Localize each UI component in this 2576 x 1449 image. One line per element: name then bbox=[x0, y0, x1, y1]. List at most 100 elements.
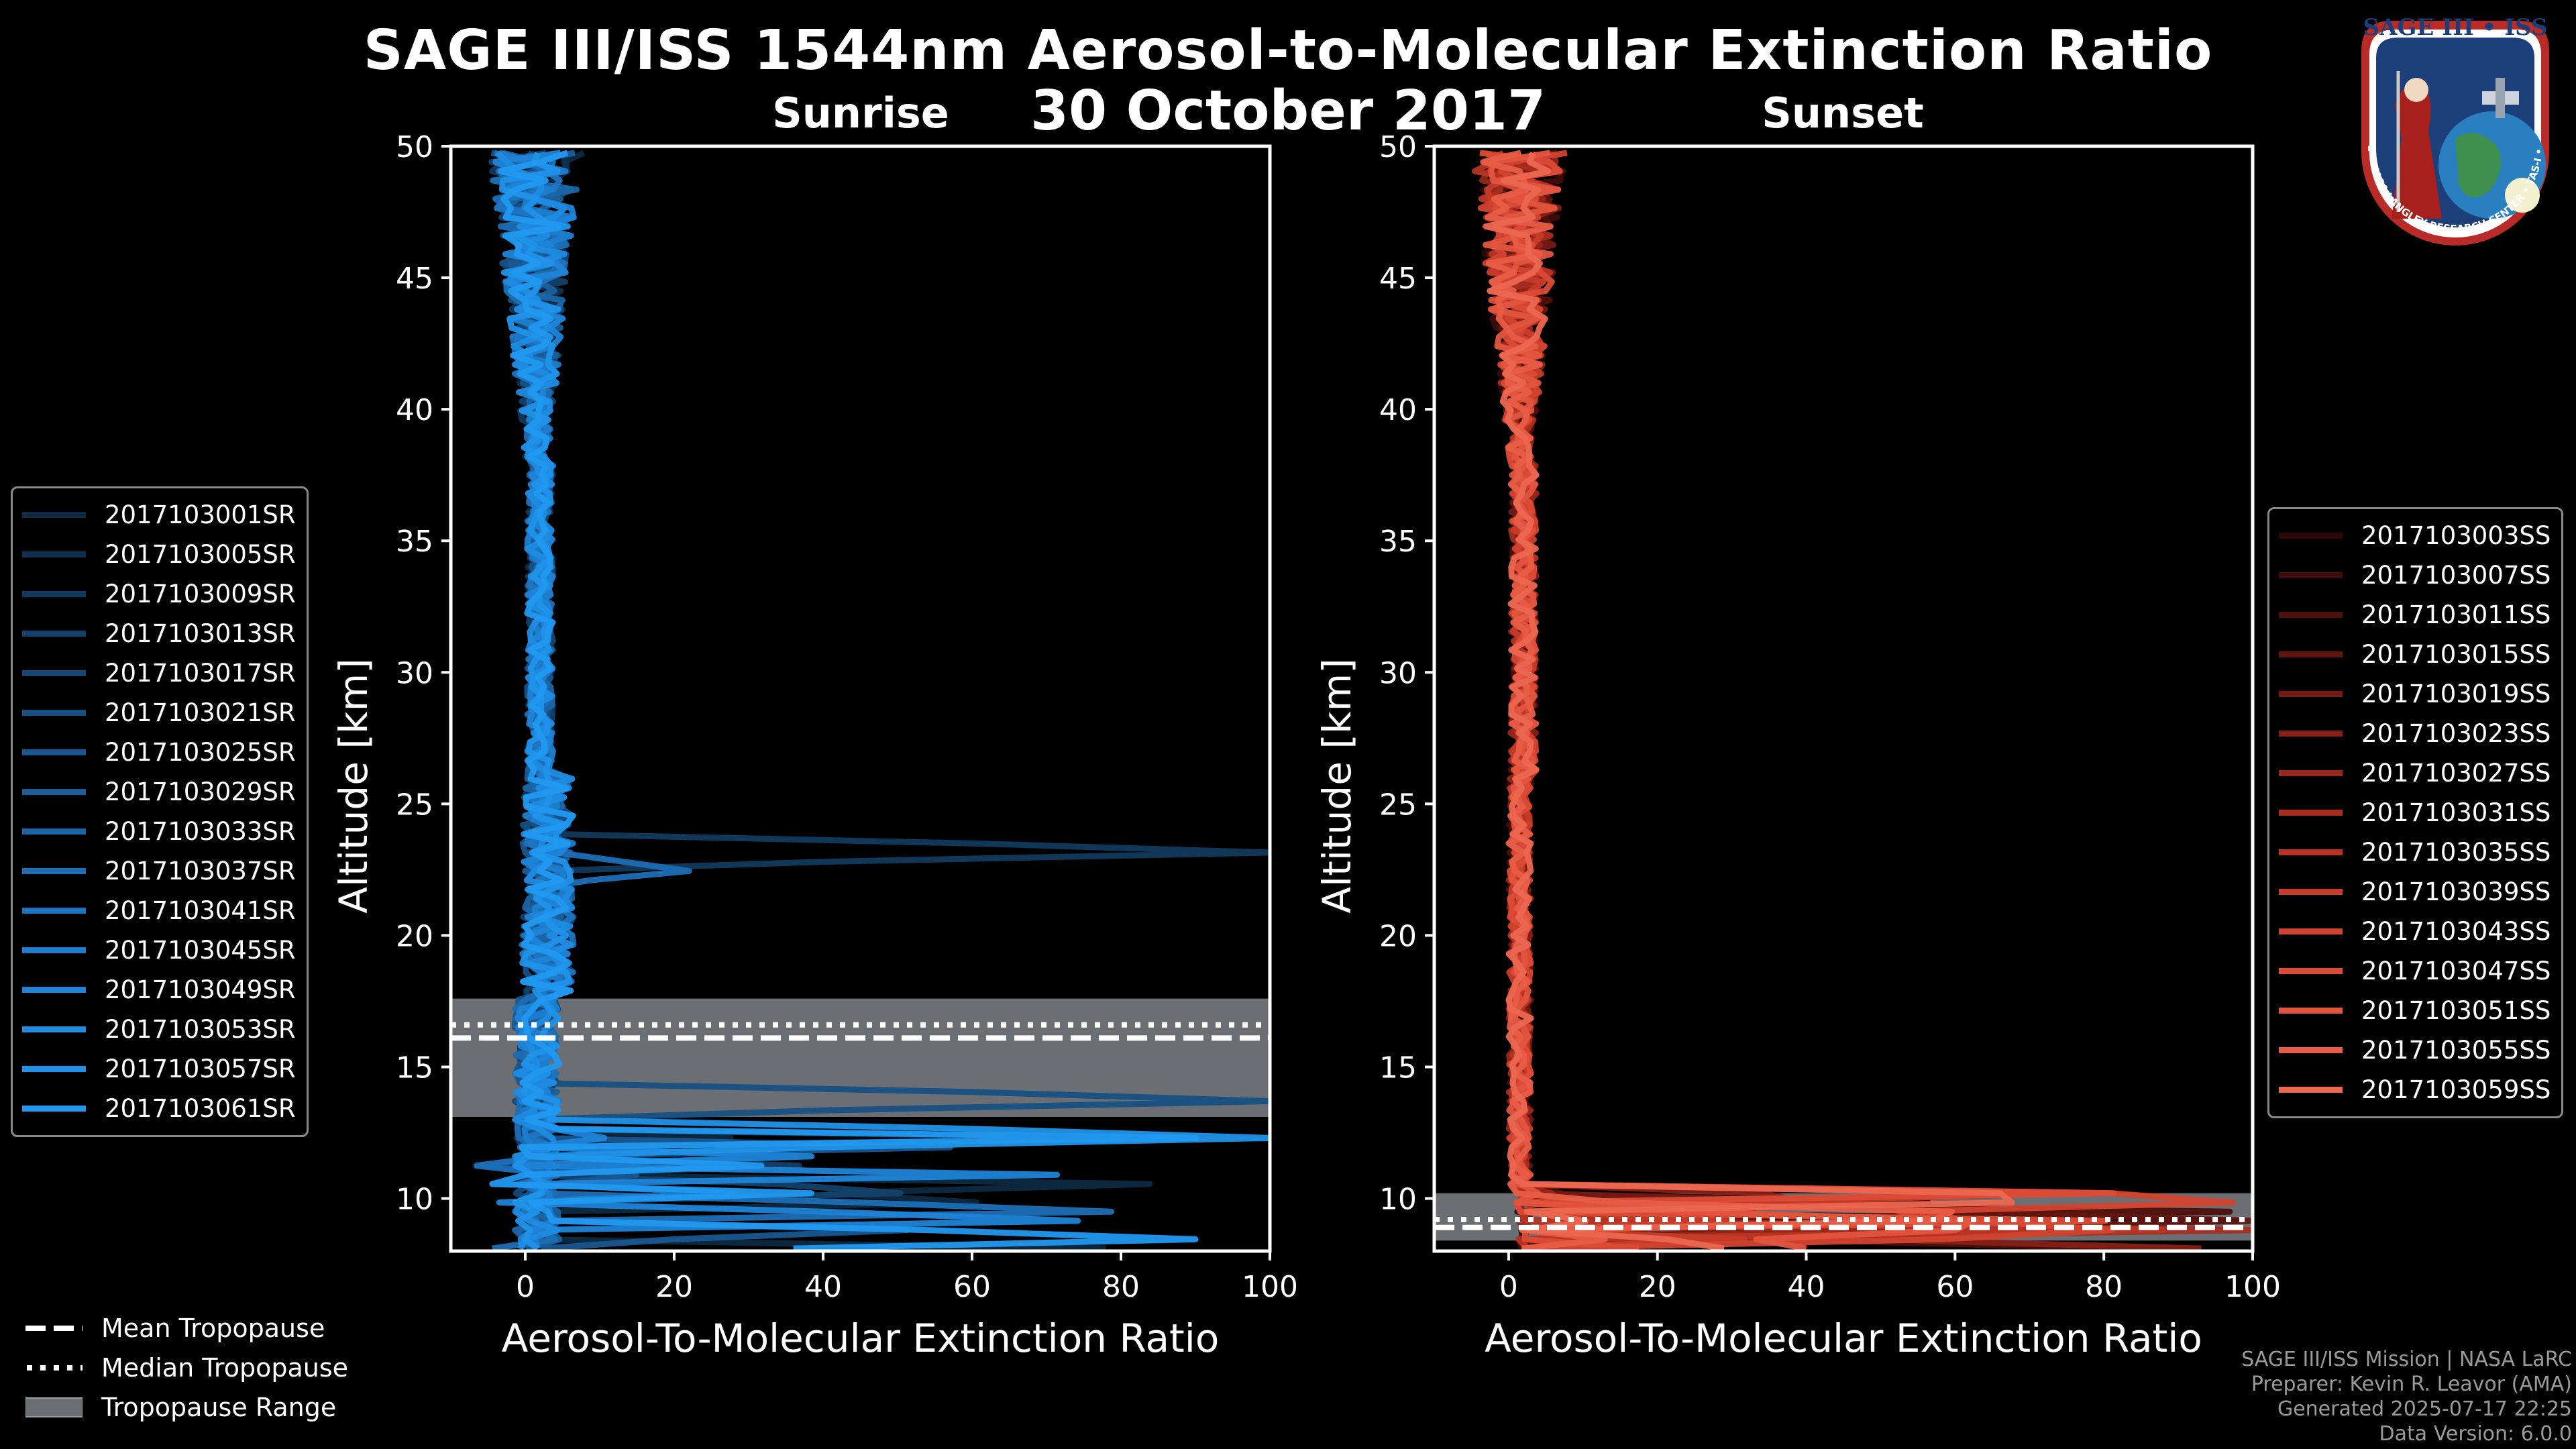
x-tick-label: 100 bbox=[1242, 1270, 1298, 1304]
legend-swatch bbox=[22, 828, 86, 835]
x-tick-label: 80 bbox=[1102, 1270, 1140, 1304]
legend-label: 2017103021SR bbox=[105, 698, 296, 727]
legend-item-2017103017SR: 2017103017SR bbox=[22, 653, 296, 693]
legend-item-2017103013SR: 2017103013SR bbox=[22, 614, 296, 653]
legend-label: 2017103009SR bbox=[105, 580, 296, 608]
x-tick-label: 80 bbox=[2085, 1270, 2123, 1304]
legend-label: 2017103041SR bbox=[105, 896, 296, 925]
x-tick-label: 60 bbox=[953, 1270, 991, 1304]
legend-item-2017103007SS: 2017103007SS bbox=[2279, 555, 2551, 595]
legend-label: 2017103051SS bbox=[2361, 996, 2551, 1025]
legend-swatch bbox=[22, 908, 86, 914]
legend-item-2017103005SR: 2017103005SR bbox=[22, 535, 296, 574]
legend-swatch bbox=[2279, 928, 2343, 934]
legend-label: 2017103029SR bbox=[105, 777, 296, 806]
y-tick-label: 15 bbox=[396, 1051, 433, 1085]
legend-swatch bbox=[2279, 691, 2343, 697]
x-axis-label: Aerosol-To-Molecular Extinction Ratio bbox=[502, 1316, 1220, 1361]
legend-label: 2017103011SS bbox=[2361, 600, 2551, 629]
sunrise-panel: 0 20 40 60 80 100 10 15 20 25 30 35 40 45 50 Aerosol-To… bbox=[331, 130, 1298, 1361]
dotted-line-swatch bbox=[27, 1364, 83, 1371]
y-tick-label: 15 bbox=[1379, 1051, 1417, 1085]
legend-swatch bbox=[22, 987, 86, 993]
legend-swatch bbox=[2279, 889, 2343, 895]
sage-iii-iss-logo: SAGE III • ISS BALL • NASA LANGLEY RESEA… bbox=[2341, 11, 2549, 246]
legend-item-2017103051SS: 2017103051SS bbox=[2279, 991, 2551, 1030]
tropopause-range-label: Tropopause Range bbox=[101, 1392, 337, 1422]
x-tick-label: 40 bbox=[804, 1270, 842, 1304]
legend-item-2017103029SR: 2017103029SR bbox=[22, 772, 296, 812]
profile-line-2017103031SS bbox=[1478, 150, 2253, 1251]
legend-swatch bbox=[22, 631, 86, 637]
legend-label: 2017103049SR bbox=[105, 975, 296, 1004]
legend-swatch bbox=[2279, 612, 2343, 618]
profile-line-2017103011SS bbox=[1483, 150, 2233, 1251]
legend-swatch bbox=[22, 591, 86, 597]
chart-title: SAGE III/ISS 1544nm Aerosol-to-Molecular… bbox=[363, 19, 2213, 83]
profile-line-2017103043SS bbox=[1477, 150, 2237, 1251]
legend-swatch bbox=[22, 947, 86, 953]
plot-frame bbox=[449, 144, 1272, 1253]
plot-area bbox=[1434, 150, 2253, 1251]
legend-item-2017103021SR: 2017103021SR bbox=[22, 693, 296, 733]
legend-label: 2017103005SR bbox=[105, 540, 296, 569]
legend-label: 2017103057SR bbox=[105, 1055, 296, 1083]
legend-item-2017103031SS: 2017103031SS bbox=[2279, 793, 2551, 833]
legend-item-2017103041SR: 2017103041SR bbox=[22, 891, 296, 930]
y-tick-label: 40 bbox=[396, 393, 433, 427]
legend-swatch bbox=[2279, 770, 2343, 776]
legend-label: 2017103023SS bbox=[2361, 719, 2551, 748]
legend-item-2017103053SR: 2017103053SR bbox=[22, 1010, 296, 1049]
legend-label: 2017103017SR bbox=[105, 659, 296, 688]
footer-credits: SAGE III/ISS Mission | NASA LaRC Prepare… bbox=[2241, 1347, 2572, 1446]
legend-label: 2017103035SS bbox=[2361, 838, 2551, 867]
legend-label: 2017103027SS bbox=[2361, 759, 2551, 788]
footer-preparer: Preparer: Kevin R. Leavor (AMA) bbox=[2251, 1373, 2572, 1396]
legend-swatch bbox=[22, 670, 86, 676]
legend-item-2017103061SR: 2017103061SR bbox=[22, 1089, 296, 1128]
profile-line-2017103003SS bbox=[1479, 150, 2244, 1250]
legend-swatch bbox=[22, 1066, 86, 1072]
legend-item-2017103047SS: 2017103047SS bbox=[2279, 951, 2551, 991]
profile-line-2017103047SS bbox=[1479, 150, 2118, 1251]
legend-swatch bbox=[2279, 572, 2343, 578]
legend-item-2017103055SS: 2017103055SS bbox=[2279, 1030, 2551, 1070]
y-axis-label: Altitude [km] bbox=[331, 658, 376, 913]
legend-swatch bbox=[2279, 651, 2343, 657]
y-tick-label: 40 bbox=[1379, 393, 1417, 427]
legend-label: 2017103045SR bbox=[105, 936, 296, 965]
legend-item-2017103039SS: 2017103039SS bbox=[2279, 872, 2551, 912]
legend-label: 2017103033SR bbox=[105, 817, 296, 846]
sunset-legend: 2017103003SS 2017103007SS 2017103011SS 2017… bbox=[2267, 507, 2564, 1118]
tropopause-range-legend-item: Tropopause Range bbox=[25, 1387, 348, 1427]
chart-subtitle: 30 October 2017 bbox=[1030, 79, 1546, 143]
legend-swatch bbox=[22, 749, 86, 755]
legend-swatch bbox=[2279, 968, 2343, 974]
legend-item-2017103045SR: 2017103045SR bbox=[22, 930, 296, 970]
legend-swatch bbox=[2279, 533, 2343, 539]
y-tick-label: 35 bbox=[1379, 525, 1417, 559]
legend-label: 2017103019SS bbox=[2361, 680, 2551, 708]
legend-label: 2017103055SS bbox=[2361, 1036, 2551, 1065]
legend-item-2017103015SS: 2017103015SS bbox=[2279, 635, 2551, 674]
median-tropopause-legend-item: Median Tropopause bbox=[25, 1348, 348, 1387]
legend-swatch bbox=[22, 789, 86, 795]
legend-swatch bbox=[2279, 810, 2343, 816]
legend-label: 2017103039SS bbox=[2361, 877, 2551, 906]
x-tick-label: 20 bbox=[1639, 1270, 1676, 1304]
sunrise-legend: 2017103001SR 2017103005SR 2017103009SR 2017… bbox=[11, 486, 309, 1137]
dashed-line-swatch bbox=[25, 1325, 83, 1331]
legend-item-2017103043SS: 2017103043SS bbox=[2279, 912, 2551, 951]
mean-tropopause-legend-item: Mean Tropopause bbox=[25, 1308, 348, 1348]
profile-line-2017103023SS bbox=[1485, 151, 2202, 1251]
legend-label: 2017103037SR bbox=[105, 857, 296, 885]
y-tick-label: 25 bbox=[396, 788, 433, 822]
legend-item-2017103059SS: 2017103059SS bbox=[2279, 1070, 2551, 1110]
x-tick-label: 100 bbox=[2224, 1270, 2281, 1304]
legend-label: 2017103061SR bbox=[105, 1094, 296, 1123]
y-tick-label: 35 bbox=[396, 525, 433, 559]
legend-item-2017103009SR: 2017103009SR bbox=[22, 574, 296, 614]
x-tick-label: 60 bbox=[1936, 1270, 1974, 1304]
legend-swatch bbox=[2279, 731, 2343, 737]
footer-version: Data Version: 6.0.0 bbox=[2379, 1422, 2572, 1446]
